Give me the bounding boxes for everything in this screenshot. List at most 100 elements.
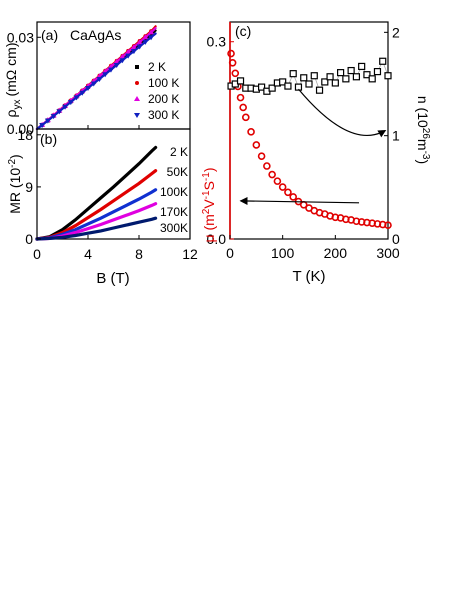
panel-c-right-y-end: ) <box>415 159 431 164</box>
panel-b-series-label: 50K <box>167 165 188 179</box>
panel-c-n-point <box>368 75 376 83</box>
panel-c-right-y-tick-label: 1 <box>392 128 400 144</box>
panel-b-series-line-0 <box>35 145 158 241</box>
panel-c-n-point <box>315 86 324 94</box>
panel-c-right-y-label: n (1026m-3) <box>415 96 431 164</box>
panel-c-n-point <box>347 66 355 75</box>
panel-c-arrow-to-right-axis <box>298 88 387 138</box>
panel-b-series-label: 170K <box>160 205 188 219</box>
panel-b: 0 9 18 0 4 8 12 (b) 2 K 50K 100K 170K 300K MR (10-… <box>7 127 198 287</box>
panel-c-right-y-main: n (10 <box>415 96 431 128</box>
panel-b-marks <box>35 145 158 241</box>
panel-a-point <box>67 100 74 106</box>
panel-c-mu-point <box>231 69 240 78</box>
panel-b-series-label: 100K <box>160 185 188 199</box>
panel-c-label: (c) <box>235 23 251 39</box>
panel-b-series-label: 300K <box>160 221 188 235</box>
panel-c-left-y-mid: V <box>201 199 217 209</box>
panel-a-point <box>148 29 155 35</box>
panel-a-point <box>90 81 97 87</box>
panel-c-left-y-mid2: S <box>201 181 217 190</box>
panel-a-point <box>50 114 57 120</box>
panel-a-point <box>119 58 126 64</box>
panel-c-mu-point <box>242 113 250 122</box>
panel-a-point <box>62 104 69 110</box>
panel-a-y-label: ρyx (mΩ cm) <box>3 43 23 118</box>
panel-a-point <box>125 53 132 59</box>
panel-b-y-tick-label: 0 <box>25 231 33 247</box>
panel-c-mu-point <box>239 103 247 112</box>
panel-b-label: (b) <box>40 131 57 147</box>
panel-a-point <box>125 48 132 54</box>
panel-c-right-y-sup1: 26 <box>420 128 431 140</box>
panel-a-point <box>107 67 114 73</box>
panel-c-left-y-label: μ (m2V-1S-1) <box>201 167 217 242</box>
panel-c-n-point <box>289 70 297 78</box>
panel-a-point <box>39 123 46 129</box>
panel-c-mu-point <box>273 177 282 185</box>
panel-c-left-y-end: ) <box>201 167 217 172</box>
panel-c-right-y-tick-label: 2 <box>392 24 400 40</box>
panel-b-series-line-1 <box>35 169 158 241</box>
panel-a-y-tick-label: 0.00 <box>7 121 34 137</box>
panel-c-mu-point <box>236 93 245 102</box>
panel-a-title: CaAgAs <box>70 27 121 43</box>
panel-a-point <box>149 32 154 37</box>
panel-c-n-point <box>379 57 387 65</box>
panel-a-legend-label: 2 K <box>148 60 166 74</box>
panel-b-ticks: 0 9 18 0 4 8 12 <box>17 127 198 262</box>
panel-a-legend-label: 300 K <box>148 108 179 122</box>
panel-c-right-y-tick-label: 0 <box>392 231 400 247</box>
panel-c-right-y-mid: m <box>415 139 431 151</box>
panel-a-point <box>142 39 149 45</box>
panel-b-series-label: 2 K <box>170 145 188 159</box>
panel-a-point <box>96 76 103 82</box>
panel-c-mu-point <box>252 141 261 149</box>
panel-b-y-label-main: MR (10 <box>7 168 23 214</box>
panel-c-n-point <box>284 82 292 90</box>
panel-a-legend-marker <box>135 81 139 85</box>
panel-c-mu-point <box>228 58 237 67</box>
panel-a: 0.00 0.03 (a) CaAgAs 2 K 100 K 200 K 300 K ρ… <box>3 21 191 137</box>
panel-c-n-point <box>384 72 392 80</box>
panel-a-point <box>130 44 137 50</box>
panel-c-n-point <box>268 84 276 92</box>
panel-c-x-tick-label: 300 <box>376 245 400 261</box>
panel-a-point <box>113 62 120 68</box>
panel-a-point <box>142 34 149 40</box>
panel-c-x-tick-label: 200 <box>324 245 348 261</box>
panel-b-series-labels: 2 K 50K 100K 170K 300K <box>160 145 188 235</box>
panel-b-frame <box>36 128 191 240</box>
panel-c-n-point <box>342 75 350 83</box>
panel-b-x-tick-label: 12 <box>182 246 198 262</box>
panel-b-x-tick-label: 4 <box>84 246 92 262</box>
panel-b-y-label: MR (10-2) <box>7 154 23 213</box>
panel-c-mu-point <box>257 152 266 160</box>
panel-b-y-label-sup: -2 <box>7 159 18 168</box>
panel-c-x-tick-label: 0 <box>226 245 234 261</box>
panel-a-point <box>119 53 126 59</box>
panel-b-x-tick-label: 8 <box>135 246 143 262</box>
panel-a-point <box>148 35 155 41</box>
panel-c-left-y-main: μ (m <box>201 214 217 242</box>
panel-c-left-y-tick-label: 0.0 <box>207 231 227 247</box>
panel-c-n-point <box>358 62 366 71</box>
panel-a-point <box>56 109 63 115</box>
panel-a-legend-label: 100 K <box>148 76 179 90</box>
panel-c-x-tick-label: 100 <box>271 245 295 261</box>
panel-a-y-label-main: ρ <box>3 109 19 117</box>
panel-a-point <box>73 95 80 101</box>
panel-c-n-point <box>352 73 360 81</box>
panel-b-x-tick-label: 0 <box>33 246 41 262</box>
panel-a-point <box>102 72 109 78</box>
panel-c-mu-point <box>284 188 292 197</box>
panel-a-point <box>79 90 86 96</box>
panel-c-mu-point <box>289 193 298 201</box>
panel-a-y-label-sub: yx <box>12 100 23 110</box>
panel-a-point <box>136 44 143 50</box>
panel-a-point <box>136 39 143 45</box>
panel-c-arrow-to-left-axis <box>239 196 360 205</box>
panel-c-n-point <box>305 80 313 88</box>
